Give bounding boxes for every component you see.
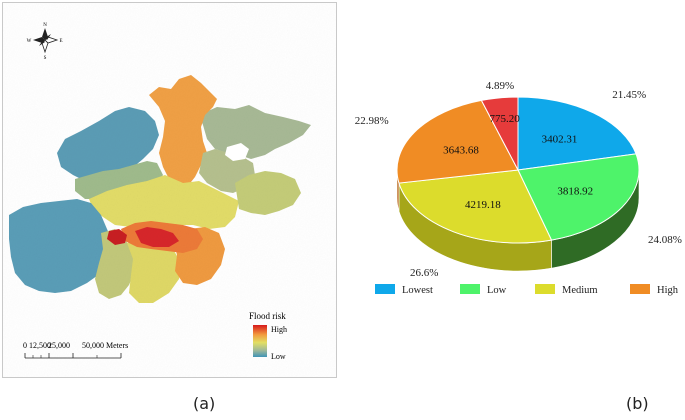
- pie-percent-label-low: 24.08%: [648, 234, 682, 246]
- legend-label-low: Low: [487, 285, 507, 296]
- flood-risk-map-panel: N S E W: [2, 2, 337, 378]
- legend-swatch-high: [630, 284, 650, 294]
- panel-a-label: (a): [193, 394, 216, 413]
- pie-slice-medium: [398, 169, 553, 244]
- compass-n-label: N: [43, 23, 47, 28]
- legend-swatch-low: [460, 284, 480, 294]
- scale-bar: 0 12,500 25,000 50,000 Meters: [23, 341, 128, 359]
- pie-percent-label-medium: 26.6%: [410, 267, 438, 279]
- pie-legend: LowestLowMediumHighHighest: [375, 284, 679, 296]
- map-hole: [225, 143, 249, 161]
- map-regions: [3, 3, 336, 377]
- scale-tick-0: 0: [23, 341, 27, 350]
- pie-slice-lowest: [517, 96, 637, 171]
- pie-slice-highest: [480, 96, 519, 171]
- legend-label-medium: Medium: [562, 285, 598, 296]
- panel-b-label: (b): [626, 394, 649, 413]
- pie-percent-label-high: 22.98%: [355, 115, 389, 127]
- pie-value-labels: 3402.31 3818.92 4219.18 3643.68 775.20: [443, 113, 593, 211]
- legend-gradient-bar: [253, 325, 267, 357]
- compass-w-label: W: [27, 39, 32, 44]
- pie-value-label-low: 3818.92: [557, 185, 593, 197]
- compass-s-label: S: [44, 56, 47, 61]
- pie-value-label-high: 3643.68: [443, 144, 479, 156]
- flood-risk-pie-chart: 3402.31 3818.92 4219.18 3643.68 775.20 21.45…: [355, 80, 682, 296]
- map-region-east: [235, 171, 301, 215]
- pie-tops: [396, 96, 640, 244]
- legend-label-lowest: Lowest: [402, 285, 433, 296]
- pie-percent-label-highest: 4.89%: [486, 80, 514, 92]
- legend-title: Flood risk: [249, 311, 286, 321]
- compass-e-label: E: [59, 39, 62, 44]
- flood-risk-legend: Flood risk High Low: [249, 311, 287, 361]
- scale-tick-12500: 12,500: [29, 341, 51, 350]
- pie-percent-label-lowest: 21.45%: [612, 89, 646, 101]
- legend-swatch-lowest: [375, 284, 395, 294]
- pie-percent-labels: 21.45% 24.08% 26.6% 22.98% 4.89%: [355, 80, 682, 279]
- legend-high-label: High: [271, 325, 287, 334]
- legend-low-label: Low: [271, 352, 286, 361]
- compass-icon: N S E W: [27, 23, 63, 61]
- pie-slice-low: [517, 153, 640, 241]
- pie-value-label-lowest: 3402.31: [542, 134, 578, 146]
- pie-value-label-medium: 4219.18: [465, 199, 501, 211]
- pie-slice-high: [396, 99, 519, 184]
- pie-value-label-highest: 775.20: [490, 113, 521, 125]
- flood-risk-map: N S E W: [3, 3, 336, 377]
- legend-swatch-medium: [535, 284, 555, 294]
- scale-tick-25000: 25,000: [48, 341, 70, 350]
- legend-label-high: High: [657, 285, 679, 296]
- scale-tick-50000: 50,000 Meters: [82, 341, 128, 350]
